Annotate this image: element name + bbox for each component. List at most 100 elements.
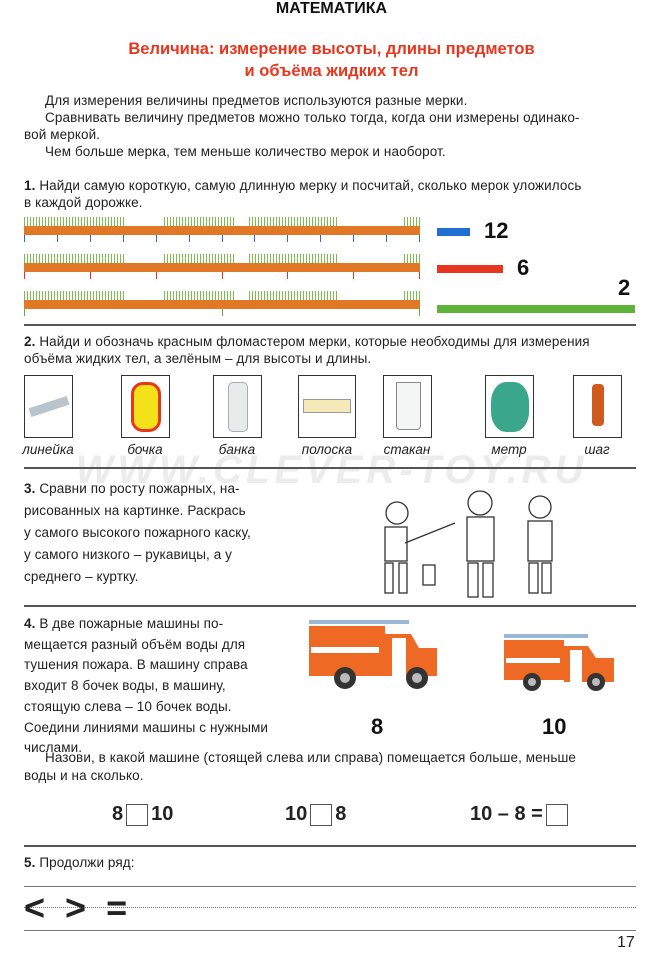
item-label: бочка bbox=[127, 442, 163, 457]
grass bbox=[404, 291, 420, 301]
grass bbox=[249, 254, 339, 264]
task4-line: мещается разный объём воды для bbox=[24, 636, 246, 652]
item-label: метр bbox=[491, 442, 527, 457]
track bbox=[24, 217, 420, 243]
task4-line: Соедини линиями машины с нужными bbox=[24, 719, 269, 735]
grass bbox=[164, 291, 234, 301]
divider bbox=[24, 324, 636, 326]
divider bbox=[24, 845, 636, 847]
track-tick bbox=[419, 309, 420, 316]
item-label: банка bbox=[218, 442, 256, 457]
operand: 10 bbox=[285, 803, 308, 825]
answer-box[interactable] bbox=[126, 803, 149, 826]
tall-firefighter[interactable] bbox=[466, 490, 495, 598]
task2-text-1: Найди и обозначь красным фломастером мер… bbox=[35, 334, 590, 349]
intro-line: Сравнивать величину предметов можно толь… bbox=[45, 110, 580, 125]
tape-measure-picture[interactable] bbox=[485, 375, 534, 438]
answer-box[interactable] bbox=[545, 803, 568, 826]
task3-line: Сравни по росту пожарных, на- bbox=[35, 481, 240, 496]
fire-truck-left[interactable] bbox=[307, 612, 442, 692]
writing-line-bottom[interactable] bbox=[24, 930, 636, 931]
track-tick bbox=[155, 272, 157, 279]
measure-count: 6 bbox=[517, 255, 530, 280]
task3-line: у самого высокого пожарного каску, bbox=[24, 525, 251, 540]
measure-count: 12 bbox=[484, 218, 509, 243]
number-10[interactable]: 10 bbox=[542, 714, 567, 739]
fire-truck-right[interactable] bbox=[502, 628, 640, 694]
page-number: 17 bbox=[617, 934, 635, 951]
track-tick bbox=[221, 235, 223, 242]
track-tick bbox=[24, 309, 25, 316]
medium-firefighter[interactable] bbox=[527, 495, 553, 594]
equals-symbol: = bbox=[106, 887, 128, 928]
short-firefighter[interactable] bbox=[384, 501, 456, 594]
writing-line-middle bbox=[24, 907, 636, 908]
measure-bar[interactable] bbox=[437, 265, 503, 273]
grass bbox=[249, 217, 339, 227]
subject-title: МАТЕМАТИКА bbox=[275, 0, 388, 17]
task3-line: у самого низкого – рукавицы, а у bbox=[24, 547, 233, 562]
track-tick bbox=[188, 235, 190, 242]
answer-box[interactable] bbox=[310, 803, 333, 826]
task2-text-2: объёма жидких тел, а зелёным – для высот… bbox=[24, 351, 372, 366]
grass bbox=[24, 217, 124, 227]
expression: 10 – 8 = bbox=[470, 803, 543, 825]
jar-picture[interactable] bbox=[213, 375, 262, 438]
operand: 10 bbox=[151, 803, 174, 825]
task-number: 4. bbox=[24, 616, 36, 631]
topic-title-line2: и объёма жидких тел bbox=[244, 62, 419, 80]
divider bbox=[24, 467, 636, 469]
task4-line: числами. bbox=[24, 740, 83, 756]
track bbox=[24, 254, 420, 280]
task4-question-1: Назови, в какой машине (стоящей слева ил… bbox=[45, 750, 576, 765]
measure-bar[interactable] bbox=[437, 305, 635, 313]
grass bbox=[164, 254, 234, 264]
task3-line: рисованных на картинке. Раскрась bbox=[24, 503, 246, 518]
track-tick bbox=[155, 235, 157, 242]
intro-line: Для измерения величины предметов использ… bbox=[45, 93, 468, 108]
subtraction: 10 – 8 = bbox=[470, 803, 568, 826]
operand: 8 bbox=[335, 803, 347, 825]
measure-bar[interactable] bbox=[437, 228, 470, 236]
track-tick bbox=[221, 309, 223, 316]
track-tick bbox=[254, 235, 256, 242]
task-number: 1. bbox=[24, 178, 36, 193]
task4-text: 4. В две пожарные машины по- мещается ра… bbox=[24, 614, 290, 759]
comparison-2: 10 8 bbox=[285, 803, 346, 826]
task4-line: входит 8 бочек воды, в машину, bbox=[24, 678, 226, 694]
task-number: 2. bbox=[24, 334, 36, 349]
item-label: линейка bbox=[22, 442, 74, 457]
glass-picture[interactable] bbox=[383, 375, 432, 438]
track-bar bbox=[24, 263, 420, 272]
grass bbox=[24, 291, 124, 301]
task-number: 3. bbox=[24, 481, 36, 496]
grass bbox=[404, 254, 420, 264]
task1-text: 1. Найди самую короткую, самую длинную м… bbox=[24, 177, 582, 194]
track-tick bbox=[56, 235, 58, 242]
watermark: WWW.CLEVER-TOY.RU bbox=[75, 448, 588, 492]
track-tick bbox=[287, 272, 289, 279]
divider bbox=[24, 605, 636, 607]
measure-count: 2 bbox=[618, 275, 631, 300]
track-tick bbox=[221, 272, 223, 279]
comparison-1: 8 10 bbox=[112, 803, 173, 826]
intro-line: Чем больше мерка, тем меньше количество … bbox=[45, 144, 446, 159]
task3-text: 3. Сравни по росту пожарных, на- рисован… bbox=[24, 478, 290, 588]
number-8[interactable]: 8 bbox=[371, 714, 384, 739]
less-than-symbol: < bbox=[24, 887, 46, 928]
task3-line: среднего – куртку. bbox=[24, 569, 139, 584]
firefighters-picture bbox=[384, 490, 553, 598]
barrel-picture[interactable] bbox=[121, 375, 170, 438]
step-picture[interactable] bbox=[573, 375, 622, 438]
task4-line: стоящую слева – 10 бочек воды. bbox=[24, 698, 232, 714]
task4-question-2: воды и на сколько. bbox=[24, 768, 144, 783]
track-tick bbox=[386, 235, 388, 242]
strip-picture[interactable] bbox=[298, 375, 356, 438]
symbol-row: < > = bbox=[24, 888, 127, 928]
ruler-picture[interactable] bbox=[24, 375, 73, 438]
grass bbox=[164, 217, 234, 227]
writing-line-top bbox=[24, 886, 636, 887]
task4-line: тушения пожара. В машину справа bbox=[24, 657, 248, 673]
track-tick bbox=[419, 235, 420, 242]
track-tick bbox=[353, 235, 355, 242]
